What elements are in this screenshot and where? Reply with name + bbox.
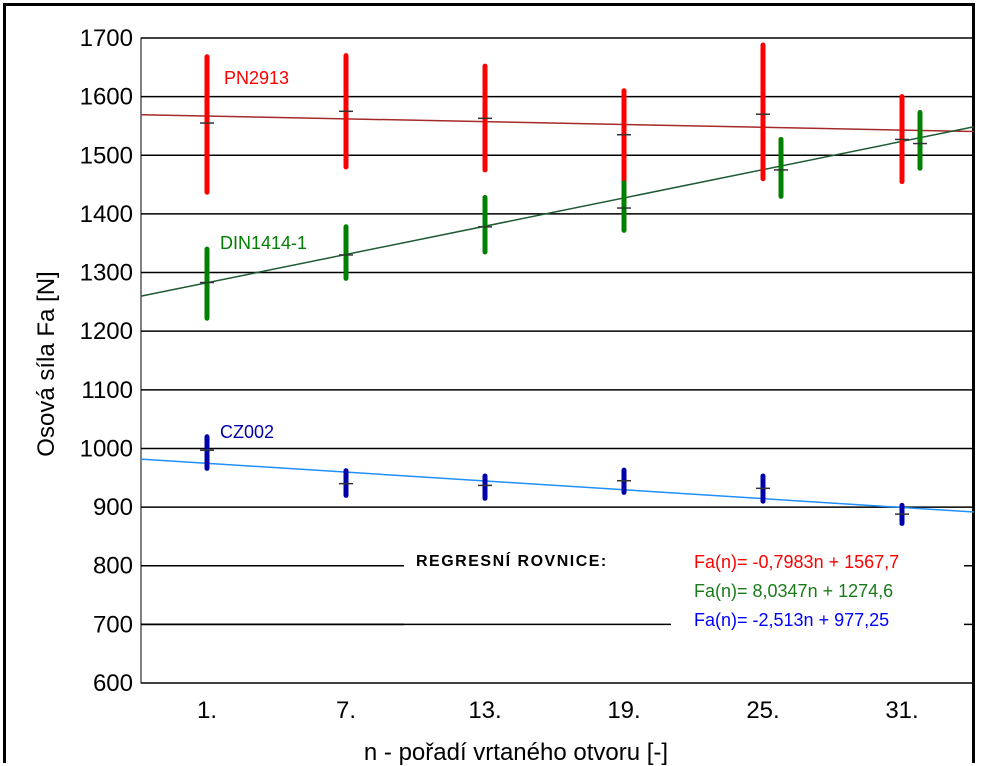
equation-cz002: Fa(n)= -2,513n + 977,25	[694, 610, 889, 630]
x-tick-label: 1.	[197, 697, 217, 724]
y-axis-title: Osová síla Fa [N]	[33, 271, 60, 456]
y-tick-label: 1300	[80, 260, 133, 287]
series-label-din1414-1: DIN1414-1	[220, 233, 307, 253]
x-tick-label: 31.	[885, 697, 918, 724]
y-tick-label: 1700	[80, 25, 133, 52]
series-label-pn2913: PN2913	[224, 68, 289, 88]
regression-line-din1414-1	[140, 126, 975, 297]
plot-area	[140, 37, 975, 684]
regression-line-cz002	[140, 458, 975, 513]
y-tick-label: 1000	[80, 435, 133, 462]
regression-lines	[140, 113, 975, 513]
y-tick-label: 600	[93, 670, 133, 697]
y-tick-label: 1500	[80, 142, 133, 169]
y-tick-label: 1100	[81, 377, 133, 404]
y-tick-label: 1200	[80, 318, 133, 345]
y-tick-label: 900	[93, 494, 133, 521]
y-tick-label: 1400	[80, 201, 133, 228]
equations-title: REGRESNÍ ROVNICE:	[416, 551, 608, 570]
x-tick-label: 19.	[607, 697, 640, 724]
chart-frame: 600 700 800 900 1000 1100 1200 1300 1400 1500 1600…	[3, 3, 975, 766]
x-tick-label: 7.	[336, 697, 356, 724]
series-labels: PN2913 DIN1414-1 CZ002	[220, 68, 307, 442]
x-axis-title: n - pořadí vrtaného otvoru [-]	[364, 739, 668, 766]
partial-gridlines	[141, 564, 671, 626]
y-tick-label: 700	[93, 611, 133, 638]
regression-line-pn2913	[140, 113, 975, 133]
equations-background	[404, 546, 964, 646]
regression-equations: REGRESNÍ ROVNICE: Fa(n)= -0,7983n + 1567…	[416, 551, 899, 630]
x-axis-ticks: 1. 7. 13. 19. 25. 31.	[197, 697, 919, 724]
x-tick-label: 13.	[468, 697, 501, 724]
equation-pn2913: Fa(n)= -0,7983n + 1567,7	[694, 552, 899, 572]
chart: 600 700 800 900 1000 1100 1200 1300 1400 1500 1600…	[33, 25, 975, 766]
equation-din1414-1: Fa(n)= 8,0347n + 1274,6	[694, 581, 893, 601]
data-ranges	[200, 42, 927, 527]
x-tick-label: 25.	[746, 697, 779, 724]
series-label-cz002: CZ002	[220, 422, 274, 442]
y-axis-ticks: 600 700 800 900 1000 1100 1200 1300 1400 1500 1600…	[80, 25, 133, 697]
y-tick-label: 1600	[80, 84, 133, 111]
y-tick-label: 800	[93, 553, 133, 580]
